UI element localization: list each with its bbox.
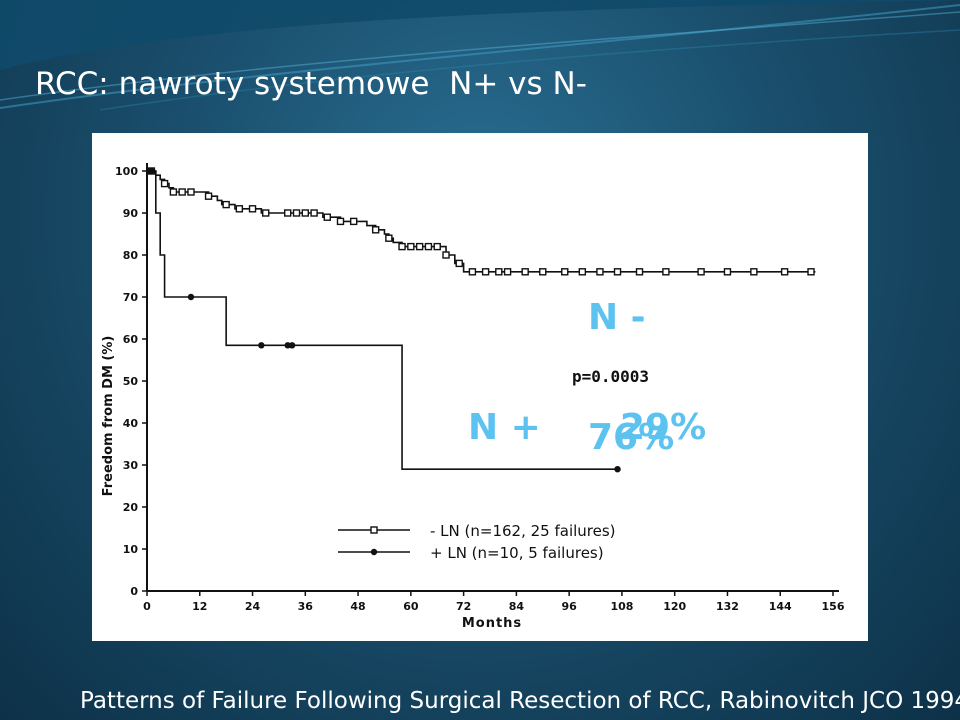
censor-marker-square (169, 188, 178, 196)
censor-marker-circle (148, 167, 155, 175)
n-minus-callout: N - 76% (588, 218, 674, 498)
censor-marker-square (336, 217, 345, 226)
n-minus-value: 76% (588, 417, 675, 458)
x-tick-label: 36 (298, 600, 314, 613)
series-line-1 (147, 170, 816, 273)
censor-marker-circle (614, 466, 621, 473)
censor-marker-square (521, 268, 529, 276)
censor-marker-square (780, 268, 789, 276)
censor-marker-circle (258, 342, 265, 349)
censor-marker-square (723, 268, 732, 276)
legend-marker-circle (370, 548, 378, 556)
censor-marker-square (407, 242, 415, 251)
censor-marker-square (442, 251, 450, 259)
slide-footer-citation: Patterns of Failure Following Surgical R… (80, 688, 960, 714)
censor-marker-square (415, 242, 424, 251)
y-ticks: 0 10 20 30 40 50 60 70 80 90 100 (115, 165, 147, 598)
censor-marker-square (262, 209, 270, 217)
censor-marker-square (371, 226, 380, 234)
censor-marker-square (301, 209, 310, 217)
censor-marker-square (235, 205, 244, 213)
censor-marker-square (807, 268, 815, 276)
y-tick-label: 50 (123, 375, 139, 388)
x-axis-label: Months (462, 616, 522, 631)
censor-marker-square (292, 209, 301, 217)
x-tick-label: 144 (769, 600, 792, 613)
censor-marker-square (433, 242, 441, 251)
x-tick-label: 132 (716, 600, 739, 613)
censor-marker-square (503, 268, 512, 276)
header-wave-decoration (0, 0, 960, 111)
censor-marker-square (481, 268, 490, 276)
y-tick-label: 90 (123, 207, 139, 220)
censor-marker-square (398, 242, 406, 251)
censor-marker-square (750, 268, 758, 276)
series-line-2 (147, 170, 618, 470)
censor-marker-circle (288, 342, 296, 349)
y-tick-label: 0 (130, 585, 138, 598)
chart-curves (147, 167, 816, 473)
x-ticks: 0 12 24 36 48 60 72 84 96 108 120 132 144 156 (143, 591, 845, 613)
censor-marker-square (323, 213, 331, 221)
y-tick-label: 30 (123, 459, 139, 472)
x-tick-label: 72 (456, 600, 471, 613)
p-value-annotation: p=0.0003 (572, 367, 649, 386)
censor-marker-square (284, 209, 292, 217)
kaplan-meier-chart: 0 10 20 30 40 50 60 70 80 90 100 0 12 24 36 48 60 72 84 96… (101, 163, 845, 631)
censor-marker-square (635, 268, 644, 276)
chart-axes (146, 163, 839, 592)
censor-marker-circle (187, 293, 195, 301)
censor-marker-square (222, 200, 230, 209)
censor-marker-square (187, 188, 195, 196)
x-tick-label: 12 (192, 600, 207, 613)
censor-marker-square (160, 179, 169, 188)
x-tick-label: 96 (561, 600, 577, 613)
x-tick-label: 156 (822, 600, 845, 613)
x-tick-label: 60 (403, 600, 419, 613)
censor-marker-square (178, 188, 186, 196)
n-plus-value: 29% (620, 407, 707, 448)
censor-marker-square (248, 205, 257, 213)
censor-marker-square (310, 209, 318, 217)
censor-marker-square (424, 242, 433, 251)
y-tick-label: 60 (123, 333, 139, 346)
censor-marker-square (613, 268, 622, 276)
censor-marker-square (662, 268, 670, 276)
censor-marker-square (596, 268, 604, 276)
x-tick-label: 48 (350, 600, 365, 613)
x-tick-label: 0 (143, 600, 151, 613)
x-tick-label: 84 (509, 600, 525, 613)
censor-marker-square (204, 192, 213, 200)
survival-figure: 0 10 20 30 40 50 60 70 80 90 100 0 12 24 36 48 60 72 84 96… (92, 133, 868, 641)
n-minus-label: N - (588, 297, 646, 338)
censor-marker-square (455, 259, 463, 268)
slide-title: RCC: nawroty systemowe N+ vs N- (35, 66, 587, 102)
legend-marker-square (370, 526, 378, 534)
legend-entry-1: - LN (n=162, 25 failures) (430, 522, 616, 540)
censor-marker-square (539, 268, 547, 276)
x-tick-label: 108 (610, 600, 633, 613)
censor-marker-square (468, 268, 477, 276)
censor-marker-circle (284, 342, 291, 349)
x-tick-label: 24 (245, 600, 261, 613)
n-plus-label: N + (468, 407, 541, 448)
censor-marker-square (349, 217, 358, 226)
censor-marker-square (697, 268, 705, 276)
y-tick-label: 70 (123, 291, 139, 304)
censor-marker-square (561, 268, 569, 276)
y-tick-label: 100 (115, 165, 138, 178)
legend-entry-2: + LN (n=10, 5 failures) (430, 544, 604, 562)
y-axis-label: Freedom from DM (%) (101, 336, 116, 497)
y-tick-label: 40 (123, 417, 139, 430)
censor-marker-square (385, 234, 393, 242)
censor-marker-square (495, 268, 503, 276)
y-tick-label: 20 (123, 501, 139, 514)
censor-marker-square (578, 268, 587, 276)
x-tick-label: 120 (663, 600, 686, 613)
y-tick-label: 80 (123, 249, 139, 262)
y-tick-label: 10 (123, 543, 139, 556)
chart-legend: - LN (n=162, 25 failures) + LN (n=10, 5 f… (338, 522, 616, 562)
